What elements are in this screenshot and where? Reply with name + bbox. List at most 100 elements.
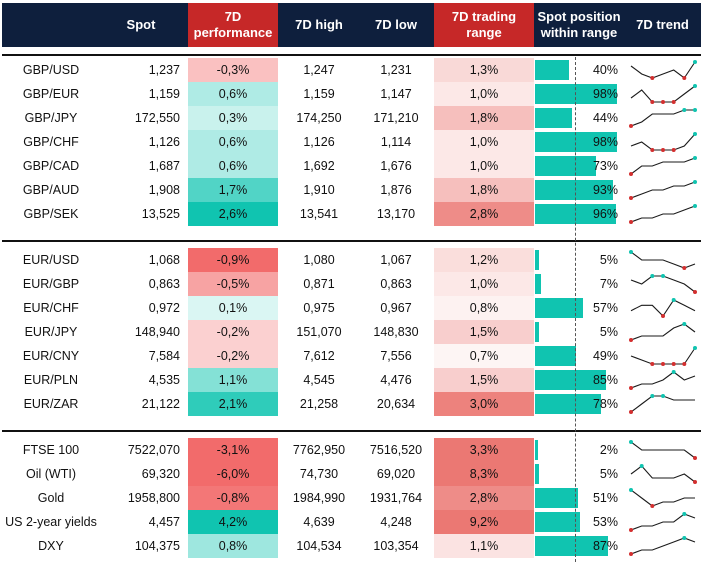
position-bar bbox=[535, 464, 539, 484]
table-row: GBP/CHF 1,126 0,6% 1,126 1,114 1,0% 98% bbox=[2, 130, 701, 154]
performance-cell bbox=[188, 130, 278, 154]
high-value: 0,871 bbox=[303, 277, 335, 291]
trend-high-marker bbox=[693, 156, 697, 160]
high-value: 1,910 bbox=[303, 183, 335, 197]
trend-low-marker bbox=[650, 504, 655, 508]
performance-cell bbox=[188, 320, 278, 344]
trend-low-marker bbox=[671, 100, 676, 104]
trend-high-marker bbox=[682, 108, 687, 112]
high-value: 1,159 bbox=[303, 87, 335, 101]
performance-value: -3,1% bbox=[216, 443, 250, 457]
position-bar bbox=[535, 180, 613, 200]
trend-low-marker bbox=[629, 552, 633, 556]
trend-sparkline bbox=[629, 394, 695, 414]
spot-value: 1,126 bbox=[148, 135, 180, 149]
trend-sparkline bbox=[629, 250, 696, 270]
range-cell bbox=[434, 534, 534, 558]
instrument-label: GBP/CAD bbox=[22, 159, 80, 173]
performance-value: 4,2% bbox=[218, 515, 248, 529]
range-cell bbox=[434, 368, 534, 392]
range-cell bbox=[434, 58, 534, 82]
performance-value: -6,0% bbox=[216, 467, 250, 481]
spot-value: 148,940 bbox=[134, 325, 180, 339]
performance-value: 1,7% bbox=[218, 183, 248, 197]
range-value: 1,0% bbox=[469, 159, 499, 173]
low-value: 20,634 bbox=[376, 397, 416, 411]
position-value: 53% bbox=[592, 515, 618, 529]
trend-line bbox=[630, 251, 696, 269]
trend-low-marker bbox=[682, 266, 687, 270]
instrument-label: EUR/PLN bbox=[23, 373, 79, 387]
position-bar bbox=[535, 108, 572, 128]
trend-high-marker bbox=[650, 394, 655, 398]
table-row: EUR/JPY 148,940 -0,2% 151,070 148,830 1,5% 5% bbox=[2, 320, 701, 344]
instrument-label: Oil (WTI) bbox=[26, 467, 76, 481]
position-value: 5% bbox=[599, 253, 618, 267]
range-value: 8,3% bbox=[469, 467, 499, 481]
trend-line bbox=[630, 513, 696, 531]
range-value: 1,8% bbox=[469, 183, 499, 197]
spot-value: 1,068 bbox=[148, 253, 180, 267]
table-row: GBP/AUD 1,908 1,7% 1,910 1,876 1,8% 93% bbox=[2, 178, 701, 202]
high-value: 4,639 bbox=[303, 515, 335, 529]
high-value: 21,258 bbox=[299, 397, 339, 411]
position-bar bbox=[535, 84, 617, 104]
table-row: Oil (WTI) 69,320 -6,0% 74,730 69,020 8,3% 5% bbox=[2, 462, 701, 486]
position-value: 87% bbox=[592, 539, 618, 553]
trend-line bbox=[630, 61, 696, 79]
high-value: 74,730 bbox=[299, 467, 339, 481]
low-value: 7,556 bbox=[380, 349, 412, 363]
table-row: EUR/CHF 0,972 0,1% 0,975 0,967 0,8% 57% bbox=[2, 296, 701, 320]
table-row: EUR/USD 1,068 -0,9% 1,080 1,067 1,2% 5% bbox=[2, 248, 701, 272]
low-value: 1,876 bbox=[380, 183, 412, 197]
trend-high-marker bbox=[693, 84, 697, 88]
trend-sparkline bbox=[629, 108, 697, 128]
group-separator bbox=[2, 240, 701, 242]
performance-value: 0,1% bbox=[218, 301, 248, 315]
spot-value: 172,550 bbox=[134, 111, 180, 125]
instrument-label: US 2-year yields bbox=[5, 515, 97, 529]
high-value: 104,534 bbox=[296, 539, 342, 553]
trend-line bbox=[630, 371, 696, 389]
range-cell bbox=[434, 272, 534, 296]
low-value: 103,354 bbox=[373, 539, 419, 553]
position-value: 96% bbox=[592, 207, 618, 221]
trend-low-marker bbox=[650, 362, 655, 366]
trend-high-marker bbox=[693, 60, 697, 64]
trend-sparkline bbox=[629, 536, 696, 556]
table-row: EUR/CNY 7,584 -0,2% 7,612 7,556 0,7% 49% bbox=[2, 344, 701, 368]
trend-high-marker bbox=[693, 204, 697, 208]
header-trend: 7D trend bbox=[636, 17, 689, 32]
range-value: 1,2% bbox=[469, 253, 499, 267]
performance-cell bbox=[188, 462, 278, 486]
low-value: 1,114 bbox=[380, 135, 412, 149]
header-low: 7D low bbox=[375, 17, 417, 32]
range-value: 9,2% bbox=[469, 515, 499, 529]
range-value: 3,0% bbox=[469, 397, 499, 411]
low-value: 1,067 bbox=[380, 253, 412, 267]
performance-value: -0,5% bbox=[216, 277, 250, 291]
low-value: 1,676 bbox=[380, 159, 412, 173]
spot-value: 7,584 bbox=[148, 349, 180, 363]
trend-line bbox=[630, 441, 696, 459]
performance-value: -0,8% bbox=[216, 491, 250, 505]
trend-high-marker bbox=[682, 536, 687, 540]
range-value: 1,5% bbox=[469, 373, 499, 387]
trend-line bbox=[630, 299, 696, 317]
position-bar bbox=[535, 274, 541, 294]
range-cell bbox=[434, 202, 534, 226]
trend-sparkline bbox=[630, 346, 697, 366]
range-cell bbox=[434, 392, 534, 416]
high-value: 4,545 bbox=[303, 373, 335, 387]
position-value: 78% bbox=[592, 397, 618, 411]
table-row: US 2-year yields 4,457 4,2% 4,639 4,248 9,2% 5… bbox=[2, 510, 701, 534]
position-value: 57% bbox=[592, 301, 618, 315]
high-value: 1,247 bbox=[303, 63, 335, 77]
table-row: GBP/EUR 1,159 0,6% 1,159 1,147 1,0% 98% bbox=[2, 82, 701, 106]
trend-line bbox=[630, 205, 696, 223]
trend-high-marker bbox=[671, 370, 676, 374]
position-value: 2% bbox=[599, 443, 618, 457]
position-bar bbox=[535, 132, 617, 152]
low-value: 7516,520 bbox=[369, 443, 423, 457]
spot-value: 4,457 bbox=[148, 515, 180, 529]
